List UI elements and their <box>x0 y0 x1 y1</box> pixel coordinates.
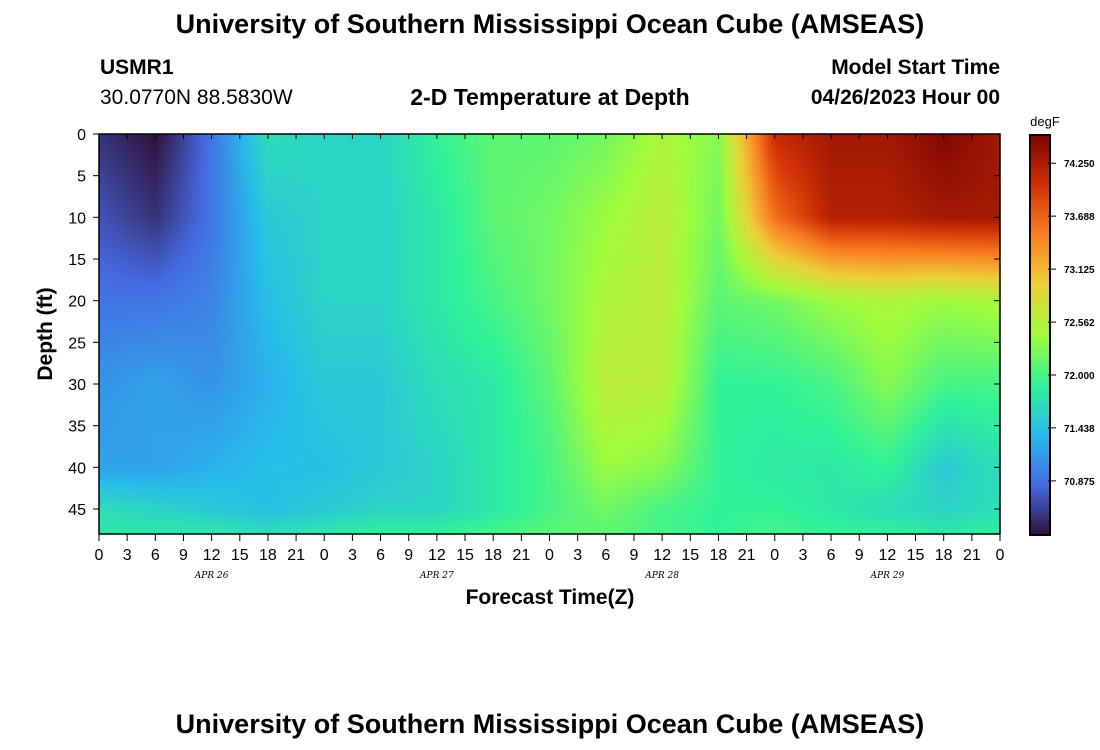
x-tick-label: 18 <box>484 547 502 564</box>
colorbar-gradient <box>1030 135 1050 535</box>
y-tick-label: 25 <box>68 335 86 352</box>
page-title: University of Southern Mississippi Ocean… <box>175 9 925 39</box>
x-tick-label: 12 <box>428 547 446 564</box>
colorbar-unit: degF <box>1030 114 1060 129</box>
y-tick-label: 45 <box>68 502 86 519</box>
y-tick-label: 20 <box>68 294 86 311</box>
colorbar-tick-label: 73.688 <box>1064 212 1095 223</box>
x-tick-label: 6 <box>376 547 385 564</box>
x-tick-label: 18 <box>710 547 728 564</box>
colorbar-tick-label: 70.875 <box>1064 477 1095 488</box>
x-tick-label: 3 <box>798 547 807 564</box>
x-tick-label: 12 <box>203 547 221 564</box>
x-tick-label: 6 <box>601 547 610 564</box>
colorbar-ticks: 74.250 73.688 73.125 72.562 72.000 71.438 70.8… <box>1048 159 1095 488</box>
chart-subtitle: 2-D Temperature at Depth <box>410 84 690 110</box>
x-tick-label: 18 <box>935 547 953 564</box>
x-tick-label: 6 <box>827 547 836 564</box>
x-tick-label: 3 <box>573 547 582 564</box>
x-tick-label: 21 <box>963 547 981 564</box>
x-tick-label: 0 <box>996 547 1005 564</box>
x-tick-label: 9 <box>404 547 413 564</box>
y-axis-label: Depth (ft) <box>34 287 57 380</box>
colorbar-tick-label: 72.000 <box>1064 371 1095 382</box>
y-tick-label: 30 <box>68 377 86 394</box>
x-tick-label: 0 <box>770 547 779 564</box>
x-tick-label: 3 <box>123 547 132 564</box>
model-start-label: Model Start Time <box>831 56 1000 79</box>
date-label: APR 28 <box>644 571 679 581</box>
colorbar-tick-label: 74.250 <box>1064 159 1095 170</box>
station-coords: 30.0770N 88.5830W <box>100 86 293 109</box>
x-tick-label: 15 <box>681 547 699 564</box>
x-tick-label: 15 <box>231 547 249 564</box>
x-tick-label: 9 <box>855 547 864 564</box>
x-tick-label: 15 <box>456 547 474 564</box>
x-tick-label: 21 <box>738 547 756 564</box>
colorbar-tick-label: 71.438 <box>1064 424 1095 435</box>
y-axis: 0 5 10 15 20 25 30 35 40 45 <box>68 127 1000 519</box>
x-axis: 0 3 6 9 12 15 18 21 0 3 6 9 12 15 18 21 0 3 6 9 12 15 18 21 0 3 6 9… <box>95 134 1005 581</box>
x-tick-label: 15 <box>907 547 925 564</box>
date-label: APR 27 <box>419 571 454 581</box>
y-tick-label: 10 <box>68 210 86 227</box>
footer-title: University of Southern Mississippi Ocean… <box>175 709 925 739</box>
y-tick-label: 0 <box>77 127 86 144</box>
model-start-value: 04/26/2023 Hour 00 <box>810 86 1000 109</box>
x-axis-label: Forecast Time(Z) <box>466 586 635 609</box>
x-tick-label: 3 <box>348 547 357 564</box>
colorbar-tick-label: 72.562 <box>1064 318 1095 329</box>
x-tick-label: 0 <box>320 547 329 564</box>
date-label: APR 26 <box>194 571 229 581</box>
x-tick-label: 6 <box>151 547 160 564</box>
temperature-heatmap <box>99 134 1000 534</box>
x-tick-label: 9 <box>630 547 639 564</box>
x-tick-label: 9 <box>179 547 188 564</box>
y-tick-label: 15 <box>68 252 86 269</box>
x-tick-label: 0 <box>95 547 104 564</box>
x-tick-label: 18 <box>259 547 277 564</box>
colorbar-tick-label: 73.125 <box>1064 265 1095 276</box>
y-tick-label: 40 <box>68 460 86 477</box>
x-tick-label: 21 <box>287 547 305 564</box>
y-tick-label: 35 <box>68 419 86 436</box>
x-tick-label: 12 <box>878 547 896 564</box>
station-id: USMR1 <box>100 56 174 79</box>
colorbar-frame <box>1029 134 1051 536</box>
x-tick-label: 21 <box>512 547 530 564</box>
y-tick-label: 5 <box>77 169 86 186</box>
x-tick-label: 12 <box>653 547 671 564</box>
x-tick-label: 0 <box>545 547 554 564</box>
date-label: APR 29 <box>870 571 905 581</box>
